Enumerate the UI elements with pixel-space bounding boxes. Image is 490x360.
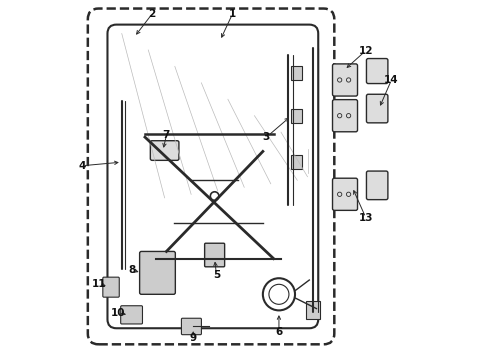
FancyBboxPatch shape: [140, 251, 175, 294]
Text: 14: 14: [384, 75, 399, 85]
Text: 4: 4: [79, 161, 86, 171]
Text: 3: 3: [263, 132, 270, 142]
FancyBboxPatch shape: [333, 64, 358, 96]
FancyBboxPatch shape: [292, 66, 302, 80]
Text: 2: 2: [148, 9, 156, 19]
FancyBboxPatch shape: [367, 171, 388, 200]
Text: 12: 12: [359, 46, 373, 56]
Text: 10: 10: [111, 308, 125, 318]
Text: 8: 8: [129, 265, 136, 275]
FancyBboxPatch shape: [181, 318, 201, 335]
FancyBboxPatch shape: [306, 301, 320, 319]
Text: 5: 5: [213, 270, 220, 280]
FancyBboxPatch shape: [333, 178, 358, 210]
Text: 9: 9: [190, 333, 197, 343]
FancyBboxPatch shape: [292, 109, 302, 123]
FancyBboxPatch shape: [333, 100, 358, 132]
Text: 6: 6: [275, 327, 283, 337]
FancyBboxPatch shape: [103, 277, 119, 297]
FancyBboxPatch shape: [292, 155, 302, 169]
Text: 1: 1: [229, 9, 236, 19]
FancyBboxPatch shape: [150, 141, 179, 160]
FancyBboxPatch shape: [367, 59, 388, 84]
FancyBboxPatch shape: [205, 243, 224, 267]
FancyBboxPatch shape: [367, 94, 388, 123]
Text: 7: 7: [163, 130, 170, 140]
Text: 11: 11: [92, 279, 106, 289]
FancyBboxPatch shape: [121, 306, 143, 324]
Text: 13: 13: [359, 212, 373, 222]
